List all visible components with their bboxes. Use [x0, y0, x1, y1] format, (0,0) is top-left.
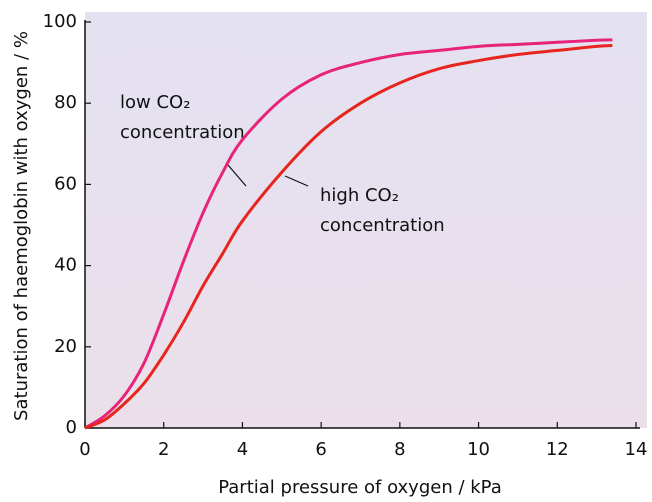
x-axis-label: Partial pressure of oxygen / kPa: [218, 477, 502, 498]
pointer: [284, 175, 309, 187]
y-tick-label: 0: [66, 417, 77, 438]
x-tick-label: 2: [158, 439, 169, 460]
x-tick-label: 4: [237, 439, 248, 460]
annotation: high CO₂: [320, 185, 399, 206]
x-tick-label: 10: [467, 439, 490, 460]
x-tick-label: 12: [546, 439, 569, 460]
annotation: concentration: [320, 215, 445, 236]
annotation: low CO₂: [120, 92, 190, 113]
x-tick-label: 0: [79, 439, 90, 460]
y-tick-label: 60: [54, 173, 77, 194]
y-tick-label: 40: [54, 255, 77, 276]
y-tick-label: 80: [54, 92, 77, 113]
y-tick-label: 20: [54, 336, 77, 357]
line: [84, 38, 613, 430]
y-tick-label: 100: [43, 11, 77, 32]
y-axis-label: Saturation of haemoglobin with oxygen / …: [11, 31, 32, 421]
line: [84, 44, 613, 430]
x-tick-label: 14: [625, 439, 648, 460]
x-tick-label: 8: [394, 439, 405, 460]
x-tick-label: 6: [315, 439, 326, 460]
annotation: concentration: [120, 122, 245, 143]
pointer: [227, 164, 247, 187]
plot-background: [85, 12, 647, 428]
